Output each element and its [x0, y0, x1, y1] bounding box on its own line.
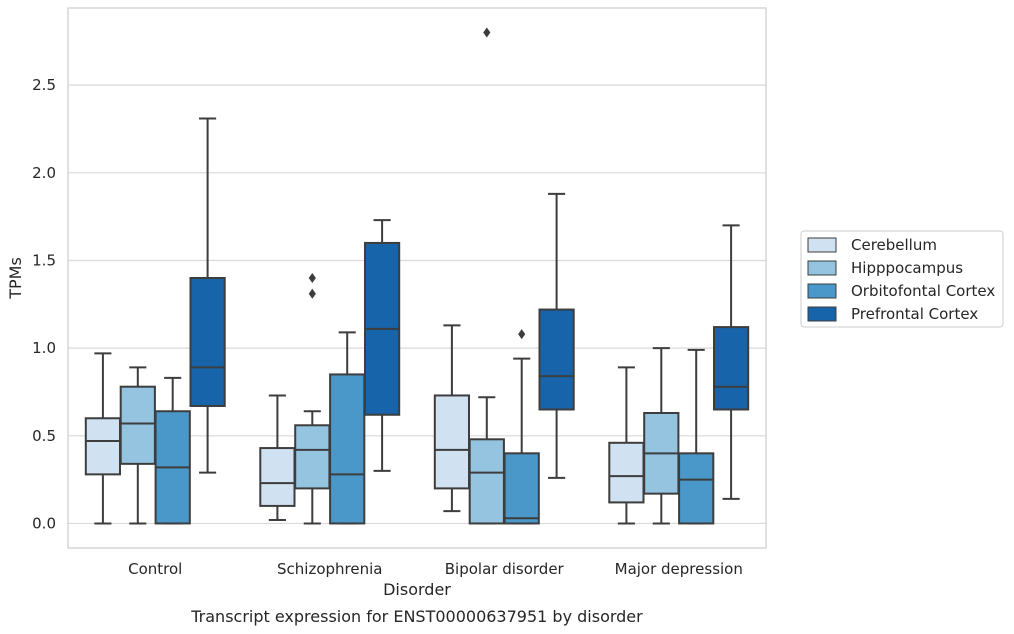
- box-iqr: [294, 424, 331, 490]
- legend-swatch: [807, 237, 837, 253]
- x-tick-label: Control: [128, 560, 182, 578]
- y-tick-label: 1.5: [32, 251, 56, 269]
- box-3-0: [608, 366, 645, 525]
- outlier-point: [483, 27, 491, 38]
- outlier-point: [308, 288, 316, 299]
- legend-swatch: [807, 283, 837, 299]
- box-iqr: [712, 326, 750, 411]
- box-1-1: [294, 273, 331, 525]
- box-3-3: [712, 224, 750, 500]
- box-groups: [84, 27, 750, 525]
- y-tick-labels: 0.0 0.5 1.0 1.5 2.0 2.5: [32, 76, 56, 532]
- box-0-3: [189, 117, 226, 474]
- legend-swatch: [807, 306, 837, 322]
- box-iqr: [329, 373, 366, 525]
- box-iqr: [433, 394, 471, 490]
- box-iqr: [503, 452, 540, 525]
- legend-entry: Hipppocampus: [851, 259, 963, 277]
- box-3-2: [678, 348, 715, 525]
- box-3-1: [643, 347, 680, 525]
- box-0-2: [154, 376, 191, 525]
- box-0-1: [119, 366, 156, 525]
- legend-swatch: [807, 260, 837, 276]
- legend: Cerebellum Hipppocampus Orbitofontal Corte…: [800, 230, 1004, 328]
- outlier-point: [308, 273, 316, 283]
- y-tick-label: 2.5: [32, 76, 56, 94]
- box-iqr: [608, 441, 645, 504]
- legend-frame: [800, 230, 1004, 328]
- box-0-0: [84, 352, 122, 525]
- x-tick-label: Bipolar disorder: [445, 560, 565, 578]
- box-iqr: [678, 452, 715, 525]
- box-1-2: [329, 331, 366, 525]
- legend-entry: Prefrontal Cortex: [851, 305, 978, 323]
- box-2-1: [468, 27, 505, 525]
- y-tick-label: 0.0: [32, 514, 56, 532]
- chart-caption: Transcript expression for ENST0000063795…: [190, 607, 643, 626]
- plot-frame: [67, 7, 767, 549]
- y-tick-label: 1.0: [32, 339, 56, 357]
- box-1-0: [259, 394, 296, 521]
- box-iqr: [189, 277, 226, 407]
- box-iqr: [259, 447, 296, 507]
- legend-entry: Orbitofontal Cortex: [851, 282, 995, 300]
- box-2-0: [433, 324, 471, 513]
- x-tick-label: Major depression: [615, 560, 743, 578]
- x-tick-labels: Control Schizophrenia Bipolar disorder Majo…: [128, 560, 743, 578]
- box-iqr: [119, 385, 156, 465]
- y-tick-label: 0.5: [32, 427, 56, 445]
- y-axis-label: TPMs: [6, 257, 25, 300]
- x-tick-label: Schizophrenia: [277, 560, 382, 578]
- legend-entry: Cerebellum: [851, 236, 937, 254]
- box-iqr: [468, 438, 505, 525]
- x-axis-label: Disorder: [383, 580, 451, 599]
- y-tick-label: 2.0: [32, 164, 56, 182]
- box-iqr: [538, 308, 575, 411]
- box-iqr: [84, 417, 122, 476]
- box-1-3: [363, 219, 401, 472]
- box-2-3: [538, 192, 575, 479]
- box-2-2: [503, 329, 540, 525]
- outlier-point: [518, 329, 526, 340]
